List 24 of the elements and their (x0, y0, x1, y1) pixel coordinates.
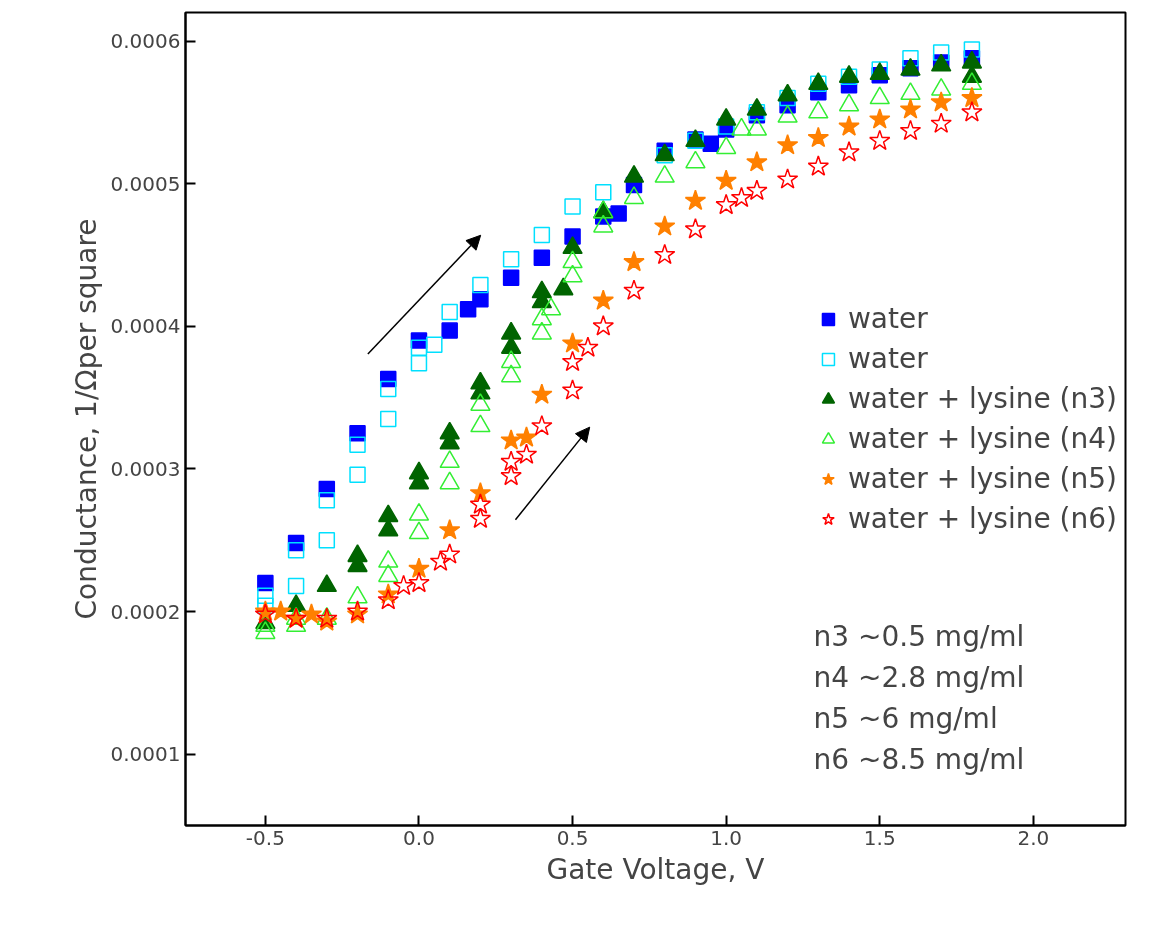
y-tick-label: 0.0006 (110, 29, 181, 54)
annotation: n3 ~0.5 mg/ml (813, 619, 1025, 653)
legend-label: water + lysine (n4) (847, 421, 1117, 456)
x-tick-label: 2.0 (1017, 825, 1050, 850)
annotation: n4 ~2.8 mg/ml (813, 660, 1025, 694)
y-tick-label: 0.0002 (110, 599, 181, 624)
legend-label: water (847, 341, 928, 376)
annotation: n5 ~6 mg/ml (813, 701, 998, 735)
x-tick-label: 1.0 (710, 825, 743, 850)
legend-label: water + lysine (n5) (847, 461, 1117, 496)
x-tick-label: 0.5 (556, 825, 589, 850)
x-tick-label: -0.5 (245, 825, 285, 850)
x-tick-label: 1.5 (863, 825, 896, 850)
legend-label: water + lysine (n6) (847, 501, 1117, 536)
y-tick-label: 0.0003 (110, 456, 181, 481)
y-axis-title: Conductance, 1/Ωper square (69, 218, 103, 620)
legend-label: water (847, 301, 928, 336)
annotation: n6 ~8.5 mg/ml (813, 742, 1025, 776)
y-tick-label: 0.0004 (110, 314, 181, 339)
x-tick-label: 0.0 (403, 825, 435, 850)
y-tick-label: 0.0005 (110, 171, 181, 196)
x-axis-title: Gate Voltage, V (546, 852, 765, 886)
y-tick-label: 0.0001 (110, 742, 181, 767)
legend-label: water + lysine (n3) (847, 381, 1117, 416)
